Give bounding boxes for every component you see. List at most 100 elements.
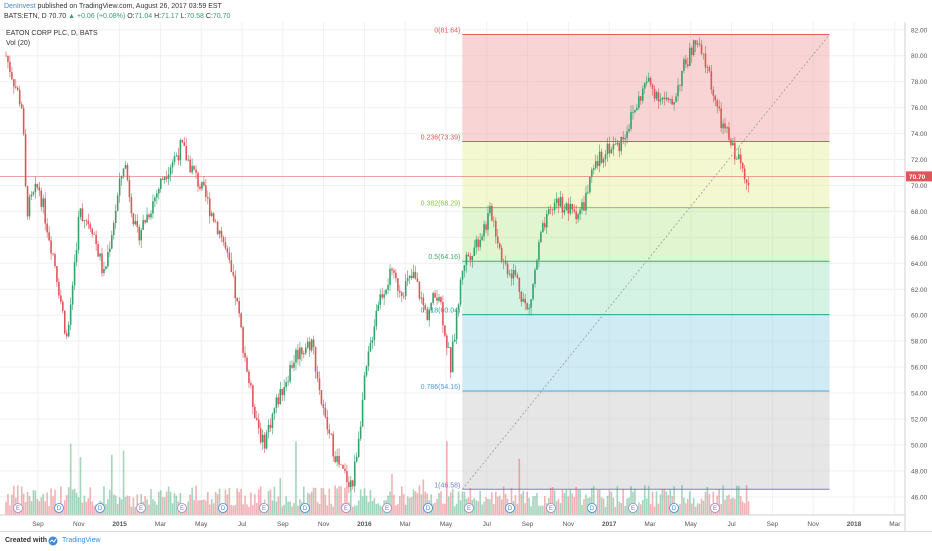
volume-bar <box>240 489 242 515</box>
event-label: D <box>303 506 308 512</box>
candle-body <box>567 203 570 214</box>
volume-bar <box>596 489 599 515</box>
volume-bar <box>626 498 628 515</box>
event-label: E <box>180 506 184 512</box>
tradingview-link[interactable]: TradingView <box>62 537 101 544</box>
volume-bar <box>250 492 252 515</box>
candle-body <box>353 461 356 487</box>
candle-body <box>565 203 568 211</box>
volume-bar <box>543 496 546 515</box>
candle-body <box>404 281 407 297</box>
volume-bar <box>397 504 399 515</box>
candle-body <box>434 293 436 298</box>
volume-bar <box>320 487 323 515</box>
volume-bar <box>493 503 495 515</box>
candle-body <box>530 299 532 308</box>
candle-body <box>87 220 90 225</box>
candle-body <box>93 234 95 235</box>
volume-bar <box>418 485 421 515</box>
volume-bar <box>610 491 613 515</box>
volume-bar <box>134 506 137 515</box>
volume-bar <box>524 503 527 515</box>
volume-bar <box>214 491 217 515</box>
volume-bar <box>77 497 80 515</box>
volume-bar <box>224 489 227 515</box>
candle-body <box>397 278 399 291</box>
x-tick-label: Nov <box>318 521 330 528</box>
candle-body <box>463 265 466 271</box>
fib-level-label: 0.786(54.16) <box>421 384 461 391</box>
candle-body <box>158 188 160 194</box>
candle-body <box>645 81 648 83</box>
candle-body <box>26 186 29 217</box>
candle-body <box>704 53 707 68</box>
volume-bar <box>592 486 595 515</box>
candle-body <box>207 197 209 199</box>
candle-body <box>614 144 617 145</box>
candle-body <box>416 278 419 282</box>
candle-body <box>330 433 333 435</box>
candle-body <box>696 43 699 45</box>
candle-body <box>79 208 82 217</box>
price-chart[interactable]: 0(81.64) 0.236(73.39) 0.382(68.29) 0.5(64.1… <box>0 22 932 531</box>
volume-bar <box>216 494 219 515</box>
volume-bar <box>747 501 750 515</box>
volume-bar <box>150 489 152 515</box>
candle-body <box>144 220 146 223</box>
candle-body <box>205 185 207 198</box>
dividend-icon <box>423 503 433 513</box>
volume-bar <box>316 501 319 515</box>
candle-body <box>357 438 360 457</box>
candle-body <box>571 203 574 210</box>
candle-body <box>610 149 613 154</box>
candle-body <box>432 293 434 304</box>
y-tick-label: 74.00 <box>911 131 928 138</box>
dividend-icon <box>218 503 228 513</box>
candle-body <box>716 100 719 107</box>
volume-bar <box>93 505 95 515</box>
author-link[interactable]: DenInvest <box>4 3 36 10</box>
candle-body <box>34 183 37 193</box>
volume-bar <box>11 494 13 515</box>
volume-bar <box>567 496 570 515</box>
candle-body <box>52 253 54 255</box>
volume-bar <box>534 495 536 515</box>
volume-bar <box>212 503 215 515</box>
volume-bar <box>69 443 72 515</box>
ohlc-line: BATS:ETN, D 70.70 ▲ +0.06 (+0.08%) O:71.… <box>4 13 231 20</box>
volume-bar <box>551 486 554 515</box>
volume-bar <box>207 491 209 515</box>
volume-bar <box>189 494 191 515</box>
candle-body <box>512 270 515 279</box>
candle-body <box>105 266 107 270</box>
volume-bar <box>112 494 115 515</box>
candle-body <box>71 285 74 305</box>
candle-body <box>655 92 658 99</box>
volume-bar <box>606 495 609 515</box>
event-label: E <box>16 506 20 512</box>
high-value: 71.17 <box>161 13 179 20</box>
candle-body <box>154 197 156 202</box>
volume-bar <box>281 506 284 515</box>
candle-body <box>606 143 609 155</box>
volume-bar <box>310 491 313 515</box>
volume-bar <box>487 498 489 515</box>
candle-body <box>150 213 152 218</box>
candle-body <box>734 142 736 160</box>
candle-body <box>177 155 180 161</box>
candle-body <box>9 61 11 73</box>
candle-body <box>673 102 675 105</box>
candle-body <box>312 339 315 348</box>
volume-bar <box>7 494 9 515</box>
volume-bar <box>665 491 668 515</box>
volume-bar <box>297 505 299 515</box>
candle-body <box>167 174 170 179</box>
volume-bar <box>669 489 671 515</box>
volume-bar <box>673 486 675 515</box>
candle-body <box>747 182 750 186</box>
candle-body <box>367 351 370 367</box>
volume-bar <box>132 497 135 515</box>
candle-body <box>73 262 76 286</box>
volume-bar <box>694 506 697 515</box>
candle-body <box>5 55 7 57</box>
